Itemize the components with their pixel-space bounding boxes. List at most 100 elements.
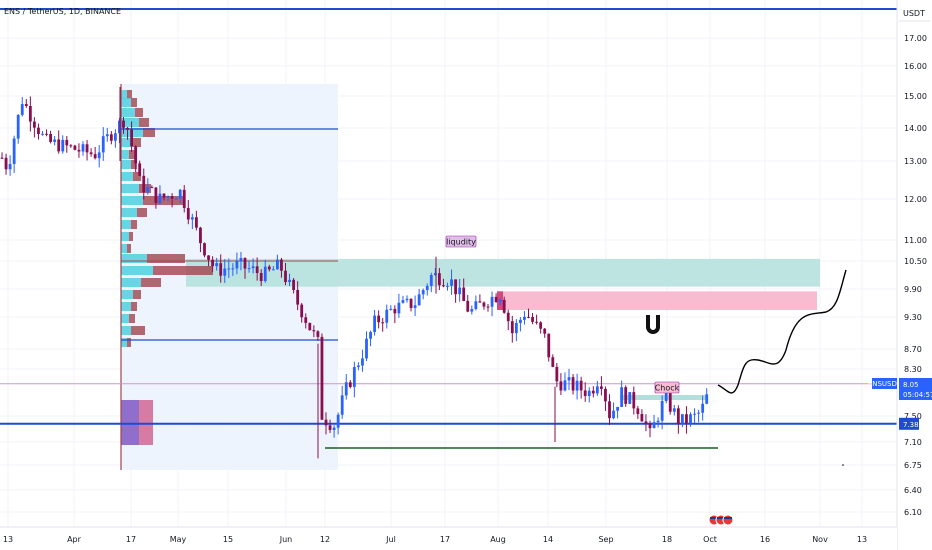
candle bbox=[510, 315, 514, 343]
current-price-tag[interactable]: ENSUSDT 8.05 05:04:57 bbox=[868, 378, 932, 400]
candle bbox=[616, 406, 619, 419]
candle bbox=[81, 141, 85, 156]
volume-profile-bar bbox=[121, 108, 135, 117]
candle bbox=[203, 242, 206, 258]
candle bbox=[300, 302, 304, 323]
volume-profile-bar bbox=[133, 290, 141, 299]
choch-zone[interactable] bbox=[620, 395, 708, 400]
candle bbox=[377, 310, 381, 329]
candle bbox=[251, 258, 255, 274]
support-level-tag[interactable]: 7.38 bbox=[899, 417, 919, 430]
candle bbox=[583, 382, 587, 402]
candle bbox=[450, 269, 453, 295]
candle bbox=[215, 257, 219, 271]
candle bbox=[53, 136, 57, 146]
price-axis[interactable]: USDT 17.00 16.00 15.00 14.00 13.00 12.00 11.00 1… bbox=[896, 0, 932, 550]
candle bbox=[170, 193, 174, 208]
volume-profile-bar bbox=[121, 172, 133, 181]
candle bbox=[429, 272, 433, 293]
liquidity-zone[interactable] bbox=[186, 258, 820, 287]
candle bbox=[357, 362, 360, 371]
candle bbox=[324, 412, 328, 435]
candle bbox=[620, 380, 624, 408]
candle bbox=[628, 391, 632, 405]
candle bbox=[186, 199, 190, 225]
candle bbox=[126, 126, 129, 140]
choch-label[interactable]: Chock bbox=[654, 381, 680, 394]
candle bbox=[397, 293, 401, 318]
candle bbox=[211, 256, 214, 272]
volume-profile-bar bbox=[121, 150, 129, 159]
volume-profile-bar bbox=[121, 232, 129, 241]
candle bbox=[146, 178, 150, 195]
volume-profile-bar bbox=[143, 128, 155, 137]
volume-profile-bar bbox=[121, 208, 137, 217]
volume-profile-bar bbox=[131, 220, 137, 229]
dot-marker bbox=[842, 464, 844, 466]
economic-events-icon[interactable] bbox=[708, 514, 734, 526]
liquidity-label[interactable]: liqudity bbox=[445, 235, 477, 248]
candle bbox=[97, 144, 101, 168]
x-tick-label: Jun bbox=[279, 535, 293, 544]
x-tick-label: Nov bbox=[812, 535, 828, 544]
y-tick-label: 13.00 bbox=[904, 157, 927, 166]
candle bbox=[336, 412, 340, 435]
candle bbox=[231, 263, 235, 276]
candle bbox=[85, 140, 89, 161]
candle bbox=[490, 291, 494, 317]
candle bbox=[676, 405, 680, 434]
volume-profile-bar bbox=[133, 138, 141, 147]
symbol-title: ENS / TetherUS, 1D, BINANCE bbox=[4, 7, 121, 16]
candle bbox=[28, 96, 32, 132]
volume-profile-bar bbox=[121, 278, 141, 287]
candle bbox=[158, 185, 162, 205]
candle bbox=[8, 155, 12, 176]
candle bbox=[138, 160, 142, 177]
candle bbox=[466, 294, 470, 313]
y-tick-label: 8.30 bbox=[904, 365, 922, 374]
volume-profile-bar bbox=[143, 196, 183, 205]
candle bbox=[413, 295, 417, 316]
y-tick-label: 7.50 bbox=[904, 412, 922, 421]
x-tick-label: Aug bbox=[490, 535, 506, 544]
candle bbox=[446, 282, 449, 291]
candle bbox=[24, 99, 28, 108]
x-tick-label: Sep bbox=[598, 535, 613, 544]
candle bbox=[612, 402, 615, 420]
candle bbox=[595, 380, 599, 396]
candle bbox=[369, 330, 372, 347]
y-tick-label: 6.40 bbox=[904, 486, 922, 495]
candle bbox=[308, 322, 312, 331]
x-tick-label: 13 bbox=[857, 535, 867, 544]
volume-profile-bar bbox=[131, 326, 145, 335]
projection-path[interactable] bbox=[717, 269, 847, 394]
candle bbox=[559, 373, 563, 395]
candle bbox=[555, 362, 559, 388]
y-tick-label: 16.00 bbox=[904, 62, 927, 71]
volume-profile-bar bbox=[121, 302, 131, 311]
supply-zone[interactable] bbox=[497, 291, 817, 310]
y-tick-label: 6.75 bbox=[904, 461, 922, 470]
candle bbox=[693, 408, 696, 423]
time-axis[interactable]: 13 Apr 17 May 15 Jun 12 Jul 17 Aug 14 Sep 18 Oct 16 Nov… bbox=[0, 526, 897, 550]
volume-profile-bar bbox=[121, 314, 129, 323]
volume-profile-bar bbox=[135, 108, 143, 117]
y-tick-label: 8.70 bbox=[904, 345, 922, 354]
candle bbox=[656, 417, 660, 428]
x-tick-label: May bbox=[170, 535, 187, 544]
x-tick-label: 17 bbox=[440, 535, 450, 544]
y-tick-label: 14.00 bbox=[904, 124, 927, 133]
candle bbox=[166, 195, 170, 202]
price-tag-symbol: ENSUSDT bbox=[868, 380, 902, 388]
candle bbox=[174, 197, 178, 200]
candle bbox=[65, 135, 69, 153]
candle bbox=[235, 252, 239, 275]
candle bbox=[328, 419, 332, 433]
y-tick-label: 11.00 bbox=[904, 236, 927, 245]
volume-profile-bar bbox=[121, 338, 127, 347]
y-tick-label: 15.00 bbox=[904, 92, 927, 101]
volume-profile bbox=[120, 84, 213, 470]
x-tick-label: 16 bbox=[760, 535, 770, 544]
candle bbox=[486, 304, 490, 312]
